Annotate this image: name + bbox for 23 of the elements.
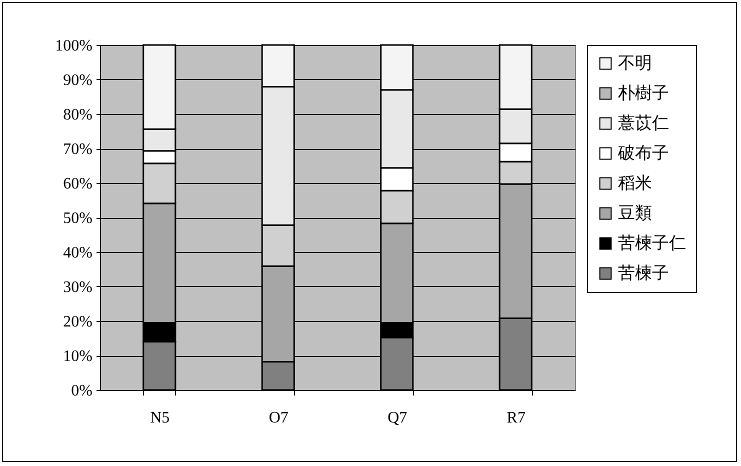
- y-tick-label: 10%: [63, 348, 92, 365]
- y-tick-label: 80%: [63, 106, 92, 124]
- y-tick-label: 90%: [63, 72, 92, 89]
- y-tick-label: 100%: [55, 38, 92, 54]
- x-tick-label: O7: [268, 410, 288, 426]
- y-tick-label: 70%: [63, 141, 92, 158]
- y-tick-label: 40%: [63, 244, 92, 262]
- legend-label: 朴樹子: [617, 84, 669, 102]
- x-tick-label: N5: [150, 410, 170, 426]
- x-tick-label: R7: [506, 410, 526, 426]
- y-tick-label: 30%: [63, 279, 92, 296]
- y-tick-label: 60%: [63, 176, 92, 192]
- legend-label: 薏苡仁: [618, 114, 669, 132]
- y-tick-label: 50%: [63, 210, 92, 227]
- y-tick-label: 0%: [71, 382, 92, 400]
- legend-label: 稻米: [618, 174, 652, 192]
- legend-label: 豆類: [618, 204, 652, 222]
- legend-label: 苦楝子: [618, 264, 669, 282]
- x-tick-label: Q7: [388, 410, 408, 426]
- y-tick-label: 20%: [63, 314, 92, 330]
- legend-label: 不明: [618, 54, 652, 72]
- legend-label: 破布子: [617, 144, 669, 162]
- legend-label: 苦楝子仁: [618, 234, 686, 252]
